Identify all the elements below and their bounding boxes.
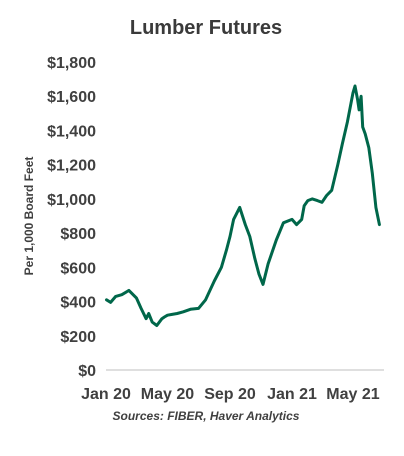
source-note: Sources: FIBER, Haver Analytics (113, 409, 300, 423)
y-tick-label: $1,200 (47, 158, 96, 175)
y-tick-label: $600 (60, 260, 96, 277)
y-tick-label: $1,000 (47, 192, 96, 209)
chart-title: Lumber Futures (130, 17, 282, 39)
x-tick-label: May 20 (141, 386, 194, 403)
y-tick-label: $1,600 (47, 89, 96, 106)
y-tick-label: $200 (60, 329, 96, 346)
y-tick-labels: $0 $200 $400 $600 $800 $1,000 $1,200 $1,400 $1,6… (47, 55, 96, 380)
y-tick-label: $800 (60, 226, 96, 243)
lumber-price-line (105, 84, 381, 327)
x-tick-label: Sep 20 (204, 386, 256, 403)
y-tick-label: $400 (60, 295, 96, 312)
y-tick-label: $1,400 (47, 123, 96, 140)
x-tick-label: May 21 (326, 386, 379, 403)
y-axis-label: Per 1,000 Board Feet (22, 157, 36, 276)
x-tick-label: Jan 21 (267, 386, 317, 403)
y-tick-label: $0 (78, 363, 96, 380)
x-tick-label: Jan 20 (81, 386, 131, 403)
x-tick-labels: Jan 20 May 20 Sep 20 Jan 21 May 21 (81, 386, 380, 403)
y-tick-label: $1,800 (47, 55, 96, 72)
